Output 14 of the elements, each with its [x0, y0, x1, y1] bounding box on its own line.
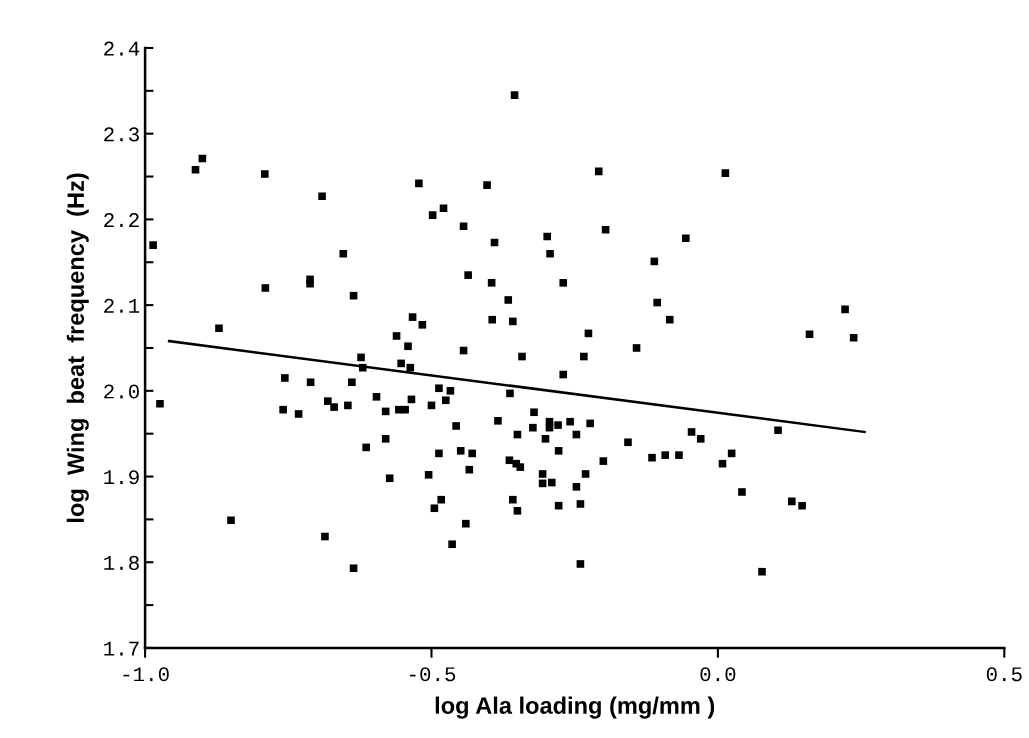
y-tick-label: 2.4 — [104, 41, 140, 56]
y-tick-label: 1.8 — [104, 555, 139, 570]
x-axis-title: log Ala loading (mg/mm ) — [435, 696, 715, 719]
x-tick-label: 0.5 — [986, 667, 1022, 682]
y-tick-label: 1.7 — [104, 641, 139, 656]
x-tick-label: -0.5 — [409, 667, 456, 682]
y-tick-label: 2.0 — [104, 384, 139, 399]
y-tick-label: 2.2 — [104, 213, 139, 227]
x-tick-label: -1.0 — [123, 667, 169, 682]
y-tick-label: 2.3 — [104, 127, 139, 142]
x-tick-label: 0.0 — [700, 667, 736, 682]
y-axis-title: log Wing beat frequency (Hz) — [66, 173, 89, 522]
y-tick-label: 2.1 — [104, 298, 140, 313]
y-tick-label: 1.9 — [104, 470, 139, 485]
